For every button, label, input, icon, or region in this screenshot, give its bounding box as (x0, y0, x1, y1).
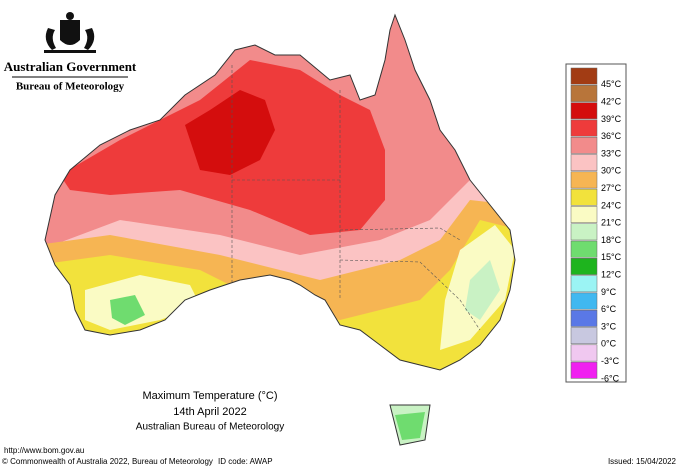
legend-label: 0°C (601, 339, 617, 349)
legend-label: 45°C (601, 79, 622, 89)
map-source: Australian Bureau of Meteorology (136, 422, 284, 433)
legend-label: 33°C (601, 148, 622, 158)
legend-label: 18°C (601, 235, 622, 245)
legend-swatch (570, 102, 598, 120)
map-title: Maximum Temperature (°C) (142, 390, 277, 402)
legend-label: 42°C (601, 96, 622, 106)
legend-swatch (570, 136, 598, 154)
coastline (44, 13, 516, 446)
footer-copyright: © Commonwealth of Australia 2022, Bureau… (2, 457, 213, 466)
footer-issued: Issued: 15/04/2022 (608, 457, 677, 466)
map-date: 14th April 2022 (173, 406, 246, 418)
legend-label: 27°C (601, 183, 622, 193)
legend-swatch (570, 154, 598, 172)
legend-label: -3°C (601, 356, 620, 366)
legend: 45°C 42°C 39°C 36°C 33°C 30°C 27°C 24°C 21°C 18°C… (570, 67, 622, 383)
legend-label: 21°C (601, 218, 622, 228)
legend-swatch (570, 292, 598, 310)
coat-of-arms (44, 12, 96, 53)
legend-swatch (570, 206, 598, 223)
legend-label: 6°C (601, 304, 617, 314)
legend-swatch (570, 275, 598, 293)
state-borders (231, 65, 481, 331)
legend-swatch (570, 309, 598, 327)
legend-swatch (570, 223, 598, 241)
legend-label: -6°C (601, 373, 620, 383)
footer-url: http://www.bom.gov.au (4, 446, 84, 455)
legend-swatch (570, 67, 598, 85)
legend-swatch (570, 344, 598, 362)
legend-label: 36°C (601, 131, 622, 141)
legend-label: 24°C (601, 200, 622, 210)
bureau-name: Bureau of Meteorology (16, 81, 125, 93)
legend-label: 15°C (601, 252, 622, 262)
legend-swatch (570, 85, 598, 102)
legend-swatch (570, 240, 598, 258)
legend-swatch (570, 327, 598, 345)
government-name: Australian Government (4, 59, 137, 74)
legend-swatch (570, 361, 598, 379)
legend-label: 12°C (601, 269, 622, 279)
legend-label: 30°C (601, 166, 622, 176)
legend-swatch (570, 119, 598, 137)
legend-label: 39°C (601, 114, 622, 124)
legend-swatch (570, 171, 598, 189)
legend-label: 9°C (601, 287, 617, 297)
legend-swatch (570, 188, 598, 206)
footer-id-code: ID code: AWAP (218, 457, 273, 466)
legend-swatch (570, 258, 598, 275)
legend-label: 3°C (601, 321, 617, 331)
